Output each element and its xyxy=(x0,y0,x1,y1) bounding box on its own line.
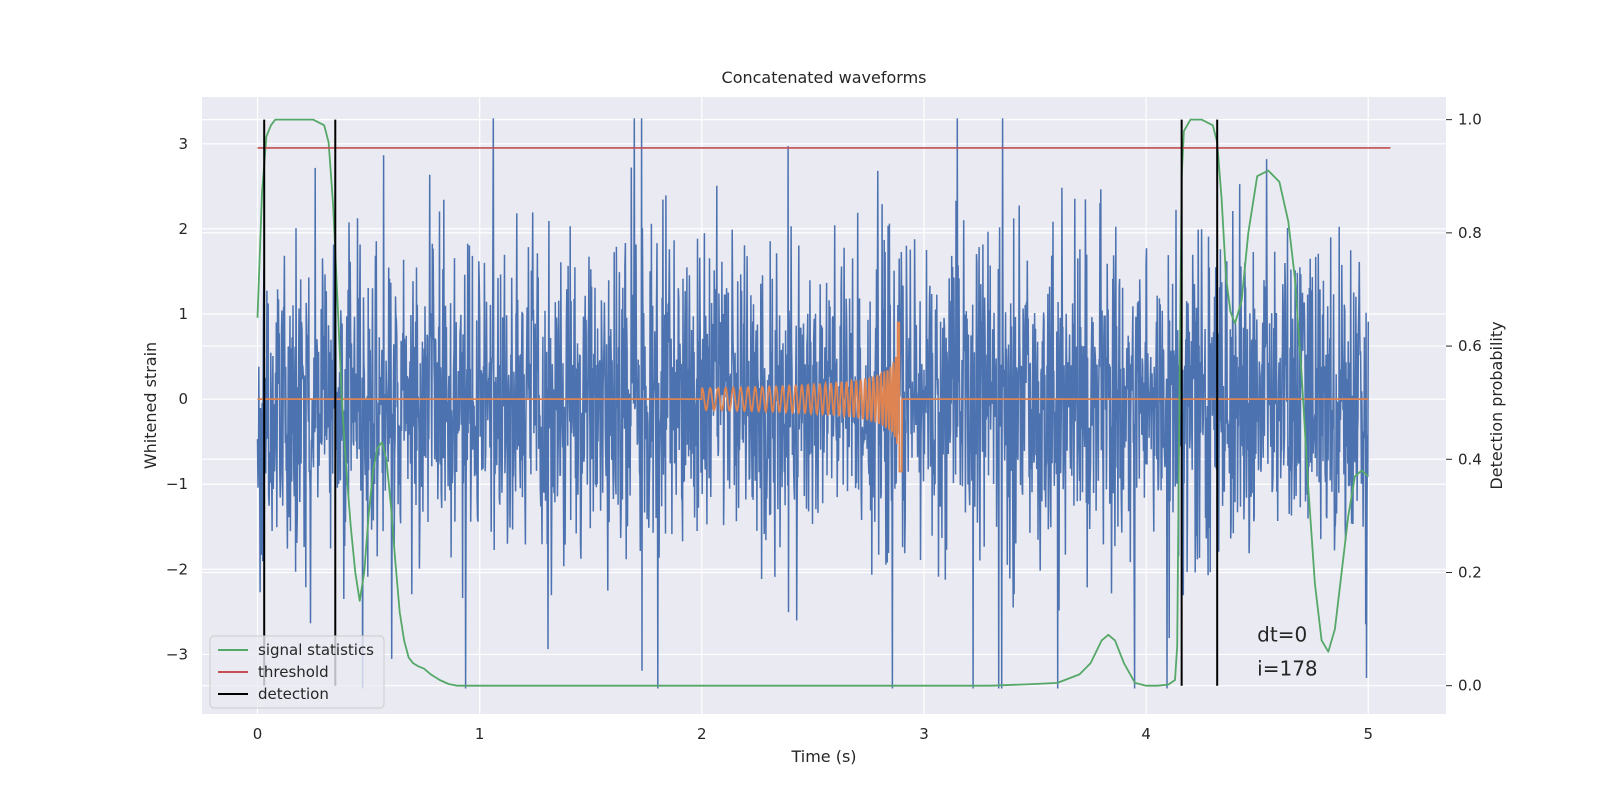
x-axis-label: Time (s) xyxy=(790,747,856,766)
chart-title: Concatenated waveforms xyxy=(722,68,927,87)
legend: signal statistics threshold detection xyxy=(209,635,385,709)
legend-label-threshold: threshold xyxy=(258,663,329,681)
x-tick-label: 2 xyxy=(697,725,707,743)
series-noise xyxy=(256,118,1370,689)
series-layer xyxy=(256,118,1391,689)
x-tick-label: 5 xyxy=(1363,725,1373,743)
x-tick-label: 1 xyxy=(475,725,485,743)
y-right-tick-label: 1.0 xyxy=(1458,111,1482,129)
annotation-i: i=178 xyxy=(1257,657,1318,681)
series-signal-statistics xyxy=(256,118,1369,687)
annotation-dt: dt=0 xyxy=(1257,623,1307,647)
y-left-tick-label: 1 xyxy=(178,305,188,323)
legend-label-detection: detection xyxy=(258,685,329,703)
y-right-tick-label: 0.4 xyxy=(1458,450,1482,468)
y-left-axis-ticks: −3 −2 −1 0 1 2 3 xyxy=(166,135,188,664)
y-left-tick-label: 3 xyxy=(178,135,188,153)
y-right-tick-label: 0.0 xyxy=(1458,677,1482,695)
series-waveform xyxy=(257,321,1369,473)
y-left-tick-label: −3 xyxy=(166,645,188,663)
y-left-tick-label: 2 xyxy=(178,220,188,238)
y-right-tick-label: 0.6 xyxy=(1458,337,1482,355)
y-left-tick-label: 0 xyxy=(178,390,188,408)
y-right-axis-ticks: 0.0 0.2 0.4 0.6 0.8 1.0 xyxy=(1446,111,1482,695)
y-right-tick-label: 0.8 xyxy=(1458,224,1482,242)
y-left-tick-label: −2 xyxy=(166,560,188,578)
y-left-tick-label: −1 xyxy=(166,475,188,493)
x-tick-label: 0 xyxy=(253,725,263,743)
x-tick-label: 4 xyxy=(1141,725,1151,743)
y-right-tick-label: 0.2 xyxy=(1458,563,1482,581)
legend-box xyxy=(209,635,385,709)
y-right-axis-label: Detection probability xyxy=(1487,321,1506,489)
y-left-axis-label: Whitened strain xyxy=(141,342,160,469)
legend-label-signal-statistics: signal statistics xyxy=(258,641,374,659)
x-axis-ticks: 0 1 2 3 4 5 xyxy=(253,725,1373,743)
x-tick-label: 3 xyxy=(919,725,929,743)
